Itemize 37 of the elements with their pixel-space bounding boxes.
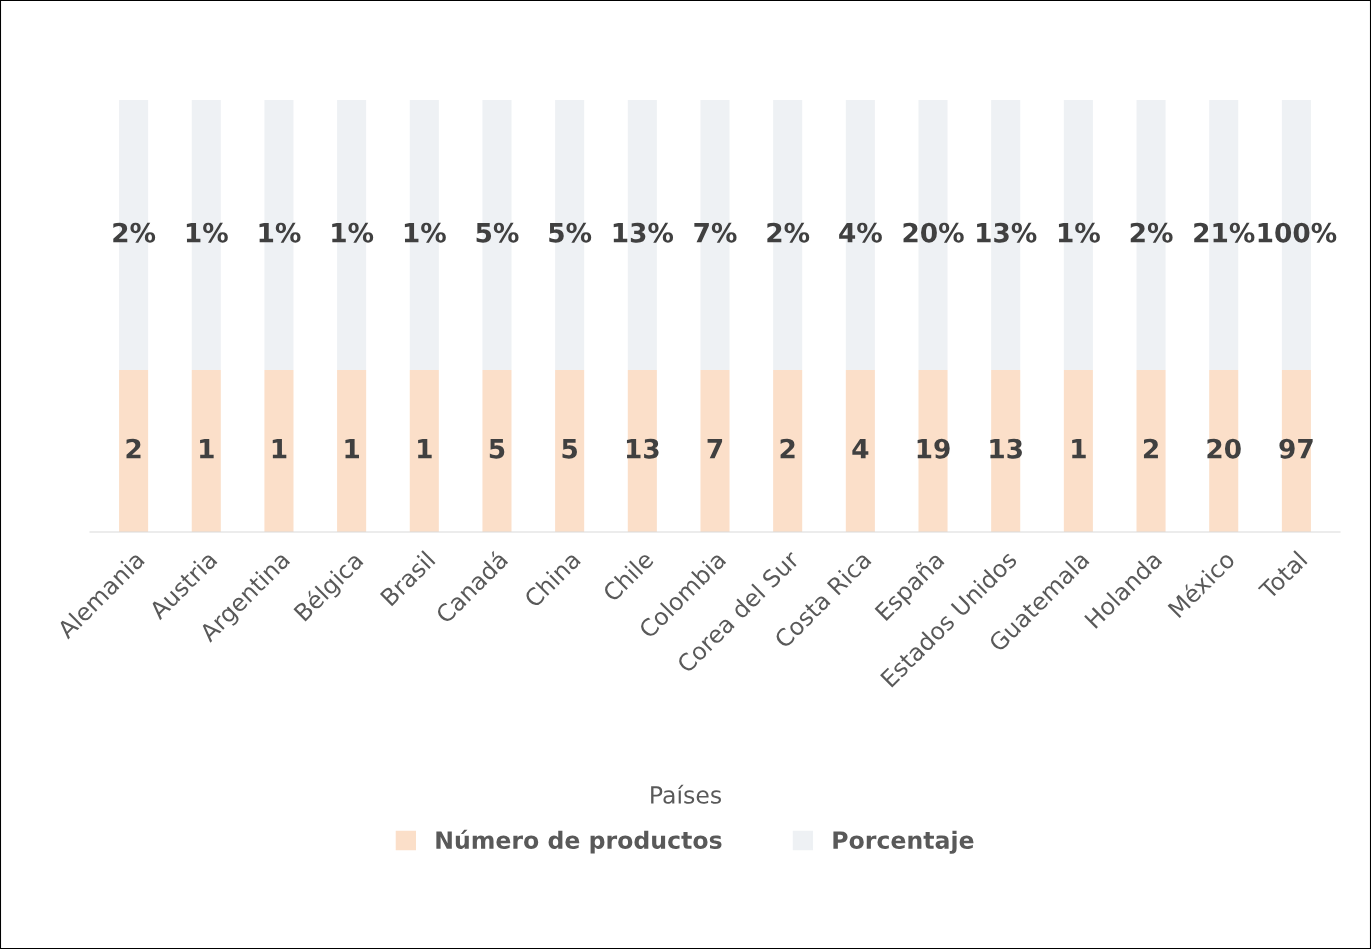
data-label: 1	[272, 439, 287, 459]
data-label: 2%	[767, 222, 810, 243]
data-label: 20%	[903, 222, 964, 243]
data-label: 5%	[549, 222, 592, 243]
data-label: 4	[852, 439, 869, 459]
data-label: 1%	[259, 222, 301, 243]
data-label: 2	[1143, 438, 1158, 459]
text: Países	[651, 784, 722, 804]
data-label: 13	[990, 438, 1022, 459]
data-label: 20	[1207, 438, 1241, 459]
data-label: 2%	[113, 222, 156, 243]
data-label: 1	[418, 439, 432, 459]
data-label: 7	[707, 439, 723, 459]
data-label: 2%	[1130, 222, 1173, 243]
data-label: 2	[126, 438, 141, 459]
data-label: 13%	[977, 222, 1037, 243]
data-label: 7%	[694, 222, 737, 243]
data-label: 1%	[1058, 222, 1100, 243]
data-label: 5	[562, 439, 577, 459]
data-label: 5	[489, 439, 505, 459]
data-label: 100%	[1258, 222, 1337, 243]
legend-label: Número de productos	[436, 829, 722, 854]
data-label: 13	[626, 438, 659, 459]
data-label: 1	[200, 439, 214, 459]
data-label: 19	[917, 438, 950, 459]
data-label: 13%	[613, 222, 674, 243]
legend-label: Porcentaje	[833, 830, 974, 854]
data-label: 1	[1072, 439, 1086, 459]
data-label: 4%	[839, 222, 882, 243]
data-label: 5%	[476, 222, 519, 243]
data-label: 97	[1279, 438, 1313, 459]
data-label: 1%	[186, 222, 228, 243]
data-label: 1	[345, 439, 359, 459]
data-label: 2	[780, 438, 795, 459]
data-label: 21%	[1194, 222, 1255, 243]
data-label: 1%	[332, 222, 374, 243]
data-label: 1%	[404, 222, 446, 243]
